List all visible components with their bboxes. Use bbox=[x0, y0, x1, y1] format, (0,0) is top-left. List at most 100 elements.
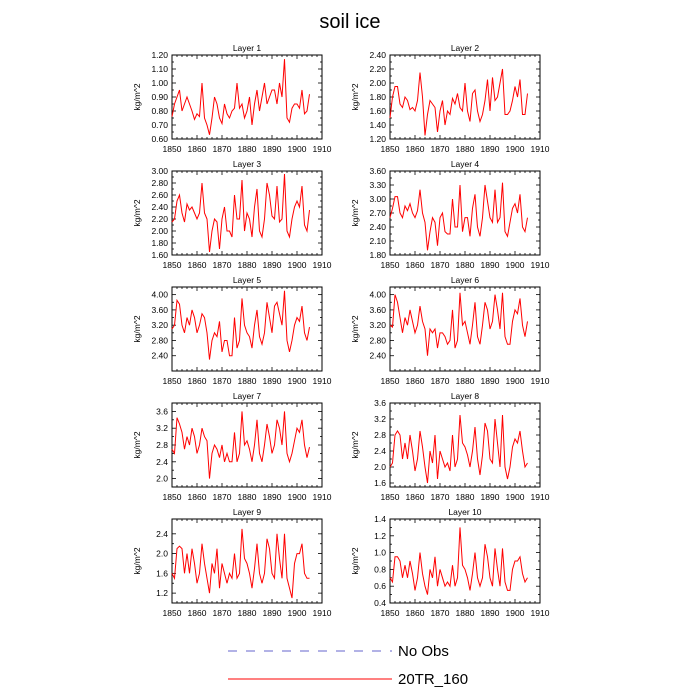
y-axis-label: kg/m^2 bbox=[132, 199, 142, 226]
x-tick-label: 1870 bbox=[431, 376, 450, 386]
y-tick-label: 2.80 bbox=[151, 178, 168, 188]
x-tick-label: 1910 bbox=[531, 492, 550, 502]
x-tick-label: 1890 bbox=[481, 608, 500, 618]
y-tick-label: 1.20 bbox=[369, 134, 386, 144]
x-tick-label: 1860 bbox=[188, 492, 207, 502]
x-tick-label: 1890 bbox=[481, 260, 500, 270]
panel-layer-5: Layer 5 1850 1860 1870 1880 1890 1900 1910 2.40 2… bbox=[132, 275, 332, 386]
y-tick-label: 4.00 bbox=[369, 290, 386, 300]
series-line-layer-3 bbox=[171, 173, 310, 253]
y-tick-label: 0.60 bbox=[151, 134, 168, 144]
x-tick-label: 1860 bbox=[188, 144, 207, 154]
y-tick-label: 2.40 bbox=[369, 222, 386, 232]
y-axis-label: kg/m^2 bbox=[132, 547, 142, 574]
y-tick-label: 2.8 bbox=[374, 430, 386, 440]
x-tick-label: 1890 bbox=[263, 608, 282, 618]
x-tick-label: 1850 bbox=[163, 144, 182, 154]
x-tick-label: 1910 bbox=[313, 260, 332, 270]
x-tick-label: 1880 bbox=[238, 492, 257, 502]
x-tick-label: 1910 bbox=[531, 260, 550, 270]
x-tick-label: 1860 bbox=[406, 492, 425, 502]
y-tick-label: 2.0 bbox=[374, 462, 386, 472]
x-tick-label: 1910 bbox=[313, 376, 332, 386]
y-axis-label: kg/m^2 bbox=[350, 199, 360, 226]
y-tick-label: 3.00 bbox=[151, 166, 168, 176]
panel-title: Layer 6 bbox=[451, 275, 480, 285]
y-tick-label: 0.4 bbox=[374, 598, 386, 608]
y-tick-label: 1.60 bbox=[151, 250, 168, 260]
y-tick-label: 3.20 bbox=[151, 320, 168, 330]
legend: No Obs 20TR_160 bbox=[228, 643, 468, 688]
x-tick-label: 1850 bbox=[381, 492, 400, 502]
panel-title: Layer 1 bbox=[233, 43, 262, 53]
x-tick-label: 1850 bbox=[381, 260, 400, 270]
x-tick-label: 1880 bbox=[456, 260, 475, 270]
x-tick-label: 1890 bbox=[263, 144, 282, 154]
plot-frame bbox=[171, 402, 323, 488]
x-tick-label: 1870 bbox=[431, 608, 450, 618]
y-tick-label: 2.20 bbox=[151, 214, 168, 224]
x-tick-label: 1870 bbox=[213, 260, 232, 270]
x-tick-label: 1870 bbox=[431, 260, 450, 270]
x-tick-label: 1910 bbox=[531, 144, 550, 154]
series-line-layer-10 bbox=[389, 527, 528, 595]
y-tick-label: 0.6 bbox=[374, 581, 386, 591]
y-tick-label: 2.70 bbox=[369, 208, 386, 218]
x-tick-label: 1860 bbox=[406, 260, 425, 270]
series-line-layer-6 bbox=[389, 292, 528, 356]
plot-frame bbox=[171, 286, 323, 372]
x-tick-label: 1880 bbox=[238, 608, 257, 618]
panel-title: Layer 2 bbox=[451, 43, 480, 53]
legend-no-obs-label: No Obs bbox=[398, 643, 449, 660]
y-tick-label: 1.80 bbox=[369, 250, 386, 260]
x-tick-label: 1890 bbox=[481, 144, 500, 154]
x-tick-label: 1890 bbox=[263, 260, 282, 270]
y-tick-label: 3.60 bbox=[151, 305, 168, 315]
y-tick-label: 3.6 bbox=[156, 406, 168, 416]
legend-20tr160-label: 20TR_160 bbox=[398, 671, 468, 688]
y-tick-label: 2.20 bbox=[369, 64, 386, 74]
y-tick-label: 2.4 bbox=[156, 529, 168, 539]
x-tick-label: 1860 bbox=[406, 376, 425, 386]
figure-title: soil ice bbox=[319, 11, 380, 33]
x-tick-label: 1860 bbox=[188, 376, 207, 386]
x-tick-label: 1900 bbox=[506, 492, 525, 502]
x-tick-label: 1900 bbox=[288, 608, 307, 618]
panel-layer-3: Layer 3 1850 1860 1870 1880 1890 1900 1910 1.60 1… bbox=[132, 159, 332, 270]
series-line-layer-2 bbox=[389, 68, 528, 136]
x-tick-label: 1890 bbox=[481, 492, 500, 502]
x-tick-label: 1850 bbox=[163, 608, 182, 618]
y-tick-label: 1.60 bbox=[369, 106, 386, 116]
panel-layer-2: Layer 2 1850 1860 1870 1880 1890 1900 1910 1.20 1… bbox=[350, 43, 550, 154]
y-tick-label: 1.6 bbox=[156, 568, 168, 578]
x-tick-label: 1870 bbox=[431, 144, 450, 154]
panel-layer-8: Layer 8 1850 1860 1870 1880 1890 1900 1910 1.6 2.… bbox=[350, 391, 550, 502]
x-tick-label: 1880 bbox=[238, 260, 257, 270]
x-tick-label: 1880 bbox=[238, 144, 257, 154]
series-line-layer-7 bbox=[171, 411, 310, 479]
x-tick-label: 1890 bbox=[481, 376, 500, 386]
x-tick-label: 1850 bbox=[381, 144, 400, 154]
y-tick-label: 1.00 bbox=[151, 78, 168, 88]
y-axis-label: kg/m^2 bbox=[132, 431, 142, 458]
x-tick-label: 1900 bbox=[288, 492, 307, 502]
y-tick-label: 2.4 bbox=[156, 457, 168, 467]
panel-title: Layer 8 bbox=[451, 391, 480, 401]
panel-layer-6: Layer 6 1850 1860 1870 1880 1890 1900 1910 2.40 2… bbox=[350, 275, 550, 386]
series-line-layer-9 bbox=[171, 528, 310, 599]
y-tick-label: 1.80 bbox=[151, 238, 168, 248]
y-axis-label: kg/m^2 bbox=[350, 83, 360, 110]
x-tick-label: 1880 bbox=[456, 608, 475, 618]
x-tick-label: 1870 bbox=[213, 608, 232, 618]
y-tick-label: 2.40 bbox=[151, 202, 168, 212]
x-tick-label: 1880 bbox=[456, 376, 475, 386]
y-axis-label: kg/m^2 bbox=[132, 83, 142, 110]
x-tick-label: 1900 bbox=[506, 260, 525, 270]
y-tick-label: 2.40 bbox=[151, 351, 168, 361]
y-tick-label: 0.70 bbox=[151, 120, 168, 130]
y-tick-label: 1.40 bbox=[369, 120, 386, 130]
y-tick-label: 1.4 bbox=[374, 514, 386, 524]
x-tick-label: 1850 bbox=[163, 376, 182, 386]
y-tick-label: 0.8 bbox=[374, 564, 386, 574]
y-tick-label: 1.2 bbox=[156, 588, 168, 598]
